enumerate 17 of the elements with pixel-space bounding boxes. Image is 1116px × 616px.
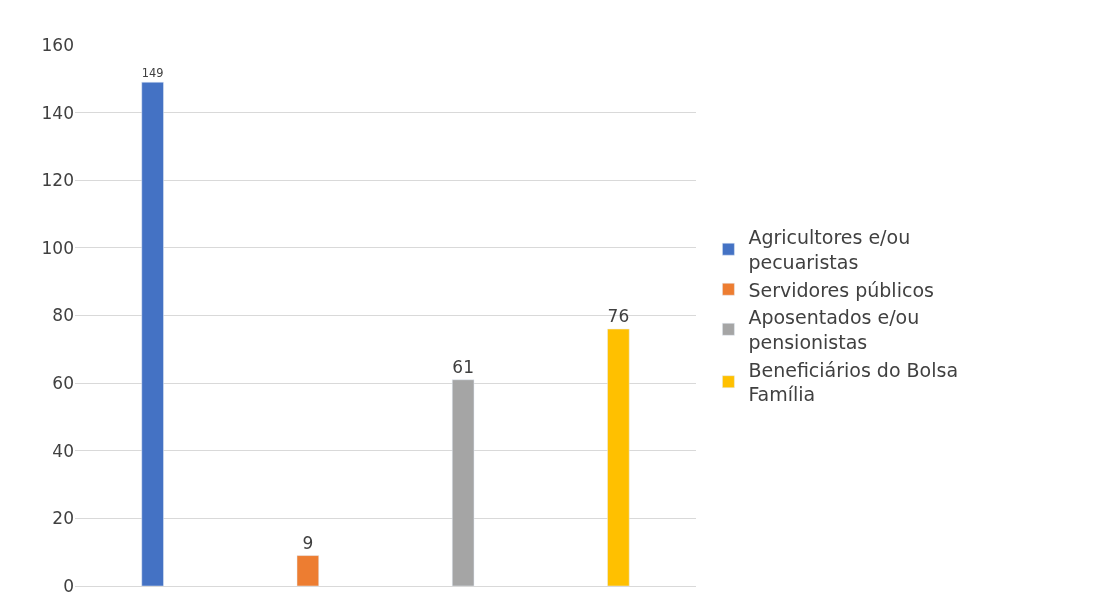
y-tick-label: 20 bbox=[52, 508, 74, 529]
data-label: 9 bbox=[302, 532, 314, 553]
y-tick-label: 0 bbox=[63, 575, 74, 596]
y-tick-label: 100 bbox=[41, 237, 74, 258]
legend-label: Beneficiários do Bolsa Família bbox=[748, 358, 959, 406]
data-label: 149 bbox=[141, 65, 164, 80]
legend-label: Aposentados e/ou pensionistas bbox=[748, 306, 920, 354]
y-tick-label: 160 bbox=[41, 34, 74, 55]
y-tick-label: 120 bbox=[41, 170, 74, 191]
data-label: 76 bbox=[607, 306, 630, 327]
y-tick-label: 60 bbox=[52, 373, 74, 394]
y-tick-label: 80 bbox=[52, 305, 74, 326]
legend-label: Servidores públicos bbox=[748, 278, 934, 301]
data-label: 61 bbox=[452, 356, 474, 377]
y-tick-label: 40 bbox=[52, 440, 74, 461]
legend-label: Agricultores e/ou pecuaristas bbox=[748, 226, 911, 273]
y-tick-label: 140 bbox=[41, 102, 74, 123]
